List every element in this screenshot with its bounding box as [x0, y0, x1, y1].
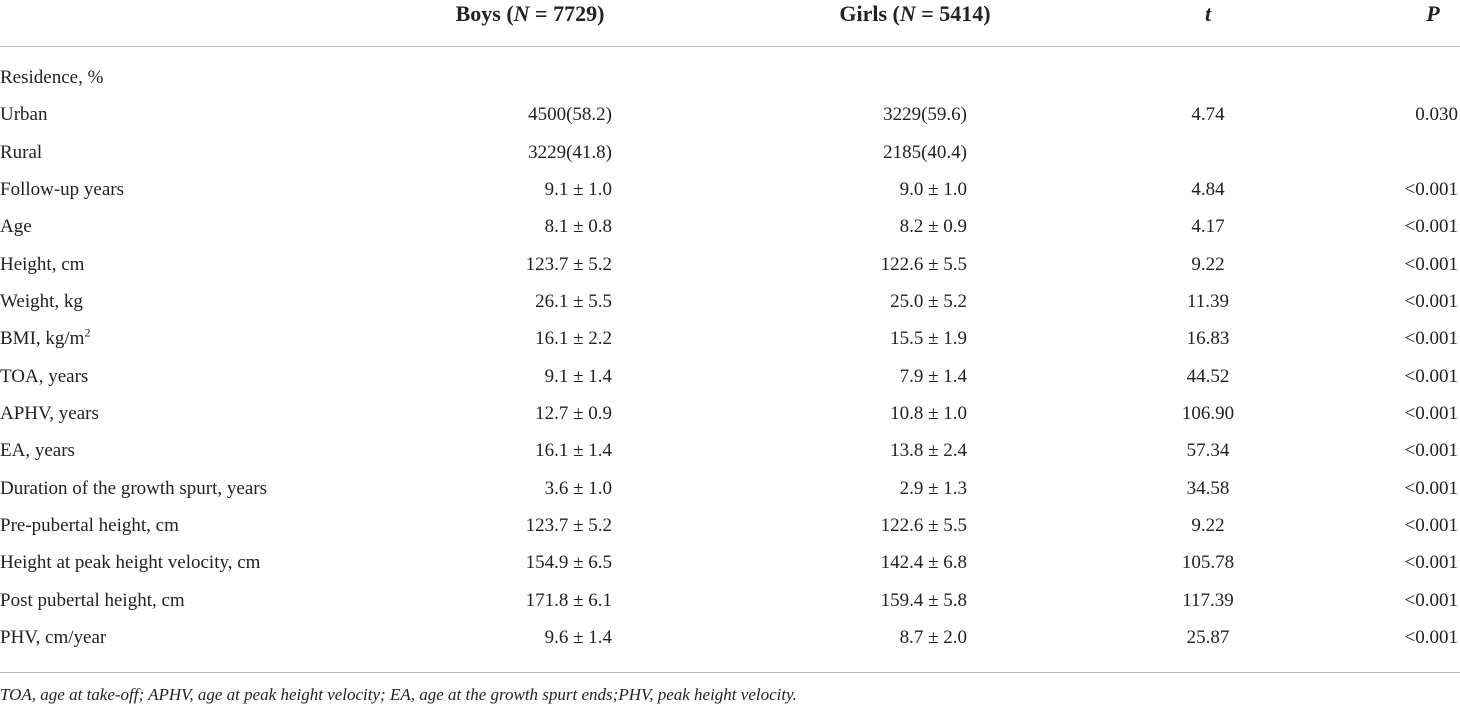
row-label: EA, years: [0, 440, 75, 462]
header-text: = 5414): [915, 1, 991, 26]
header-text: Boys (: [455, 1, 514, 26]
cell-value: 0.030: [1415, 104, 1458, 126]
cell-value: 4.84: [1191, 179, 1225, 200]
row-label: Height at peak height velocity, cm: [0, 552, 261, 574]
cell-value: 106.90: [1181, 403, 1235, 424]
cell-value: <0.001: [1404, 589, 1458, 611]
header-cell: Girls (N = 5414): [839, 2, 990, 26]
row-label: Urban: [0, 104, 48, 126]
cell-value: 16.83: [1186, 328, 1230, 350]
cell-value: 3229(41.8): [528, 141, 612, 163]
cell-value: <0.001: [1404, 216, 1458, 238]
cell-value: <0.001: [1404, 627, 1458, 648]
cell-value: 15.5 ± 1.9: [890, 328, 967, 350]
label-text: BMI, kg/m: [0, 328, 85, 350]
cell-value: 8.1 ± 0.8: [544, 216, 612, 238]
row-label: APHV, years: [0, 403, 99, 424]
cell-value: 8.7 ± 2.0: [899, 627, 967, 648]
cell-value: 117.39: [1182, 589, 1234, 611]
cell-value: <0.001: [1404, 403, 1458, 424]
cell-value: 9.1 ± 1.0: [544, 179, 612, 200]
cell-value: 3.6 ± 1.0: [544, 477, 612, 499]
cell-value: <0.001: [1404, 328, 1458, 350]
cell-value: 159.4 ± 5.8: [880, 589, 967, 611]
cell-value: 25.87: [1186, 627, 1230, 648]
cell-value: <0.001: [1404, 477, 1458, 499]
header-cell: Boys (N = 7729): [456, 2, 605, 26]
cell-value: 9.1 ± 1.4: [544, 365, 612, 387]
cell-value: <0.001: [1404, 552, 1458, 574]
cell-value: 154.9 ± 6.5: [525, 552, 612, 574]
row-label: Follow-up years: [0, 179, 125, 200]
row-label: BMI, kg/m2: [0, 327, 90, 351]
cell-value: 57.34: [1186, 440, 1230, 462]
cell-value: 26.1 ± 5.5: [535, 291, 612, 312]
cell-value: 122.6 ± 5.5: [880, 253, 967, 275]
row-label: PHV, cm/year: [0, 627, 107, 648]
cell-value: 11.39: [1186, 291, 1230, 312]
row-label: Residence, %: [0, 67, 104, 88]
cell-value: <0.001: [1404, 515, 1458, 536]
cell-value: 171.8 ± 6.1: [525, 589, 612, 611]
cell-value: 7.9 ± 1.4: [899, 365, 967, 387]
cell-value: 2185(40.4): [883, 141, 967, 163]
row-label: Rural: [0, 141, 43, 163]
row-label: Age: [0, 216, 32, 238]
header-rule: [0, 46, 1460, 47]
cell-value: 4.74: [1191, 104, 1225, 126]
header-text: t: [1204, 1, 1212, 26]
cell-value: 8.2 ± 0.9: [899, 216, 967, 238]
cell-value: 142.4 ± 6.8: [880, 552, 967, 574]
cell-value: 105.78: [1181, 552, 1235, 574]
superscript: 2: [84, 326, 91, 340]
header-text: N: [899, 1, 916, 26]
cell-value: 2.9 ± 1.3: [899, 477, 967, 499]
row-label: Duration of the growth spurt, years: [0, 477, 267, 499]
cell-value: 10.8 ± 1.0: [890, 403, 967, 424]
cell-value: <0.001: [1404, 253, 1458, 275]
cell-value: 25.0 ± 5.2: [890, 291, 967, 312]
cell-value: <0.001: [1404, 440, 1458, 462]
row-label: Weight, kg: [0, 291, 83, 312]
cell-value: <0.001: [1404, 179, 1458, 200]
cell-value: 9.22: [1191, 515, 1225, 536]
row-label: Pre-pubertal height, cm: [0, 515, 179, 536]
cell-value: 122.6 ± 5.5: [880, 515, 967, 536]
row-label: TOA, years: [0, 365, 89, 387]
header-cell: P: [1426, 2, 1439, 26]
cell-value: 123.7 ± 5.2: [525, 253, 612, 275]
cell-value: 4.17: [1191, 216, 1225, 238]
row-label: Post pubertal height, cm: [0, 589, 185, 611]
cell-value: <0.001: [1404, 365, 1458, 387]
bottom-rule: [0, 672, 1460, 673]
header-text: P: [1426, 1, 1440, 26]
header-text: N: [513, 1, 530, 26]
cell-value: 44.52: [1186, 365, 1230, 387]
cell-value: 4500(58.2): [528, 104, 612, 126]
cell-value: <0.001: [1404, 291, 1458, 312]
cell-value: 9.6 ± 1.4: [544, 627, 612, 648]
cell-value: 3229(59.6): [883, 104, 967, 126]
cell-value: 12.7 ± 0.9: [535, 403, 612, 424]
row-label: Height, cm: [0, 253, 85, 275]
header-text: = 7729): [529, 1, 605, 26]
cell-value: 16.1 ± 1.4: [535, 440, 612, 462]
footnote: TOA, age at take-off; APHV, age at peak …: [0, 685, 797, 704]
cell-value: 13.8 ± 2.4: [890, 440, 967, 462]
cell-value: 16.1 ± 2.2: [535, 328, 612, 350]
header-text: Girls (: [839, 1, 900, 26]
cell-value: 34.58: [1186, 477, 1230, 499]
cell-value: 123.7 ± 5.2: [525, 515, 612, 536]
cell-value: 9.0 ± 1.0: [899, 179, 967, 200]
cell-value: 9.22: [1191, 253, 1225, 275]
header-cell: t: [1205, 2, 1211, 26]
